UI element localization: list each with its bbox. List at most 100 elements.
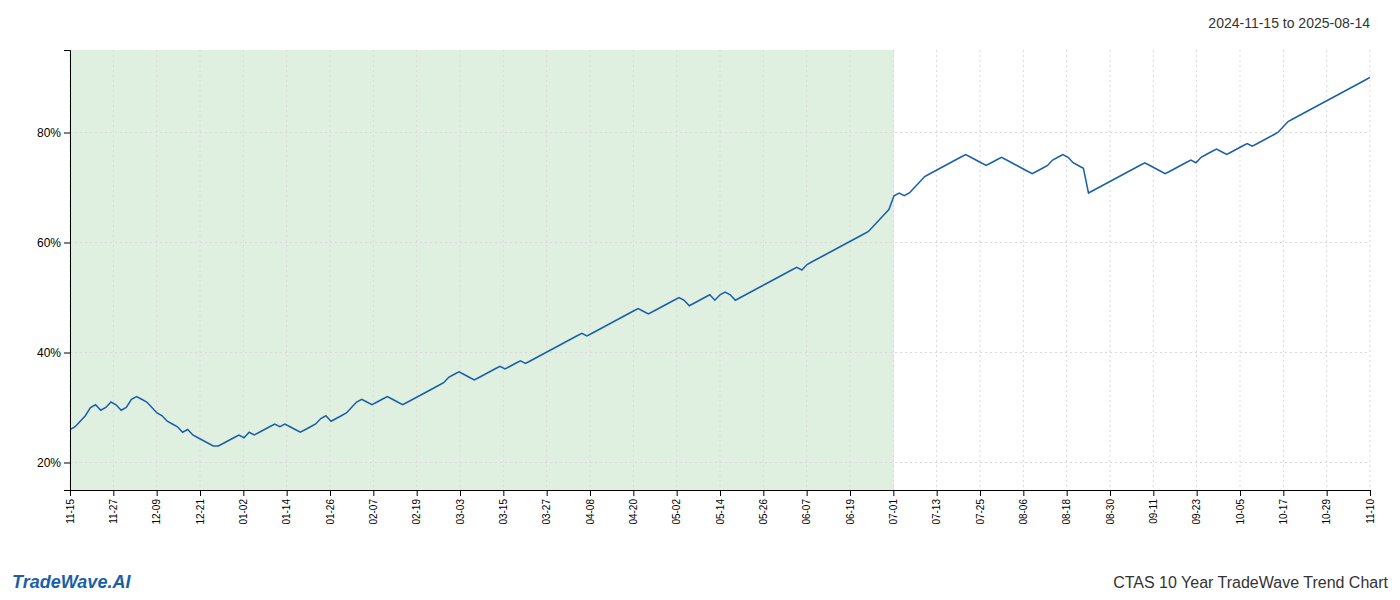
x-tick-mark	[850, 490, 851, 496]
x-tick-mark	[1197, 490, 1198, 496]
x-tick: 02-07	[368, 490, 379, 525]
x-tick: 01-26	[325, 490, 336, 525]
x-tick-label: 08-18	[1061, 499, 1072, 525]
x-grid-line	[1110, 50, 1111, 490]
y-grid-line	[70, 132, 1370, 133]
x-tick-label: 02-07	[368, 499, 379, 525]
x-tick-label: 05-26	[758, 499, 769, 525]
x-tick-label: 06-19	[845, 499, 856, 525]
x-tick: 12-09	[151, 490, 162, 525]
footer-right: CTAS 10 Year TradeWave Trend Chart	[1113, 574, 1388, 591]
x-grid-line	[806, 50, 807, 490]
y-tick: 20%	[37, 456, 70, 470]
y-tick-label: 20%	[37, 456, 61, 470]
x-grid-line	[763, 50, 764, 490]
x-tick-label: 03-03	[455, 499, 466, 525]
x-tick: 03-27	[541, 490, 552, 525]
x-grid-line	[243, 50, 244, 490]
y-tick: 40%	[37, 346, 70, 360]
x-tick-label: 03-15	[498, 499, 509, 525]
x-tick-label: 07-01	[888, 499, 899, 525]
x-tick: 01-02	[238, 490, 249, 525]
chart: 20% 40% 60% 80% 11-15 11-27 12-09 12-21 01-02 01-…	[0, 0, 1400, 600]
x-tick: 04-08	[585, 490, 596, 525]
x-tick-mark	[893, 490, 894, 496]
x-tick-label: 04-08	[585, 499, 596, 525]
x-tick: 04-20	[628, 490, 639, 525]
x-tick-label: 01-14	[281, 499, 292, 525]
x-grid-line	[676, 50, 677, 490]
y-axis: 20% 40% 60% 80%	[37, 51, 71, 491]
x-grid-line	[893, 50, 894, 490]
x-tick: 06-07	[801, 490, 812, 525]
x-tick-mark	[287, 490, 288, 496]
x-tick-label: 12-21	[195, 499, 206, 525]
y-tick-mark	[64, 353, 70, 354]
x-tick-mark	[633, 490, 634, 496]
y-axis-line	[64, 51, 71, 491]
x-tick: 09-23	[1191, 490, 1202, 525]
y-grid-line	[70, 352, 1370, 353]
x-tick-mark	[590, 490, 591, 496]
x-grid-line	[850, 50, 851, 490]
x-tick-mark	[1110, 490, 1111, 496]
x-tick-mark	[243, 490, 244, 496]
x-tick: 11-27	[108, 490, 119, 524]
x-grid-line	[1153, 50, 1154, 490]
y-tick-mark	[64, 243, 70, 244]
series	[70, 78, 1370, 447]
y-tick-label: 40%	[37, 346, 61, 360]
y-grid-line	[70, 242, 1370, 243]
x-tick-label: 10-05	[1235, 499, 1246, 525]
x-tick-mark	[503, 490, 504, 496]
x-tick: 08-30	[1105, 490, 1116, 525]
footer-left: TradeWave.AI	[12, 572, 131, 592]
x-tick-label: 11-27	[108, 499, 119, 524]
x-tick-mark	[677, 490, 678, 496]
x-tick-mark	[1067, 490, 1068, 496]
x-tick-mark	[460, 490, 461, 496]
x-grid-line	[1326, 50, 1327, 490]
x-tick-mark	[1370, 490, 1371, 496]
x-grid-line	[633, 50, 634, 490]
x-tick-label: 05-14	[715, 499, 726, 525]
x-tick-label: 07-13	[931, 499, 942, 525]
y-tick-label: 80%	[37, 126, 61, 140]
x-tick-label: 11-10	[1365, 499, 1376, 524]
x-tick: 03-15	[498, 490, 509, 525]
x-tick-label: 04-20	[628, 499, 639, 525]
x-grid-line	[200, 50, 201, 490]
x-tick: 06-19	[845, 490, 856, 525]
x-axis-line	[71, 491, 1371, 497]
x-tick-mark	[1283, 490, 1284, 496]
x-tick: 10-17	[1278, 490, 1289, 525]
x-tick-label: 09-23	[1191, 499, 1202, 525]
x-tick: 11-15	[65, 490, 76, 524]
grid	[70, 50, 1370, 490]
x-tick-label: 11-15	[65, 499, 76, 524]
x-tick-mark	[763, 490, 764, 496]
y-tick-label: 60%	[37, 236, 61, 250]
x-tick: 10-29	[1321, 490, 1332, 525]
x-tick-label: 09-11	[1148, 499, 1159, 524]
shaded-region	[70, 50, 894, 490]
y-tick: 60%	[37, 236, 70, 250]
x-grid-line	[503, 50, 504, 490]
x-tick-label: 01-26	[325, 499, 336, 525]
x-grid-line	[330, 50, 331, 490]
x-tick-mark	[113, 490, 114, 496]
x-tick-mark	[547, 490, 548, 496]
x-tick-mark	[807, 490, 808, 496]
x-tick-label: 10-29	[1321, 499, 1332, 525]
x-grid-line	[1370, 50, 1371, 490]
x-tick: 10-05	[1235, 490, 1246, 525]
x-tick-mark	[157, 490, 158, 496]
x-grid-line	[1196, 50, 1197, 490]
x-tick: 09-11	[1148, 490, 1159, 524]
y-grid-line	[70, 462, 1370, 463]
x-grid-line	[416, 50, 417, 490]
line	[70, 78, 1370, 447]
x-grid-line	[1283, 50, 1284, 490]
plot-area	[70, 50, 894, 490]
x-grid-line	[460, 50, 461, 490]
